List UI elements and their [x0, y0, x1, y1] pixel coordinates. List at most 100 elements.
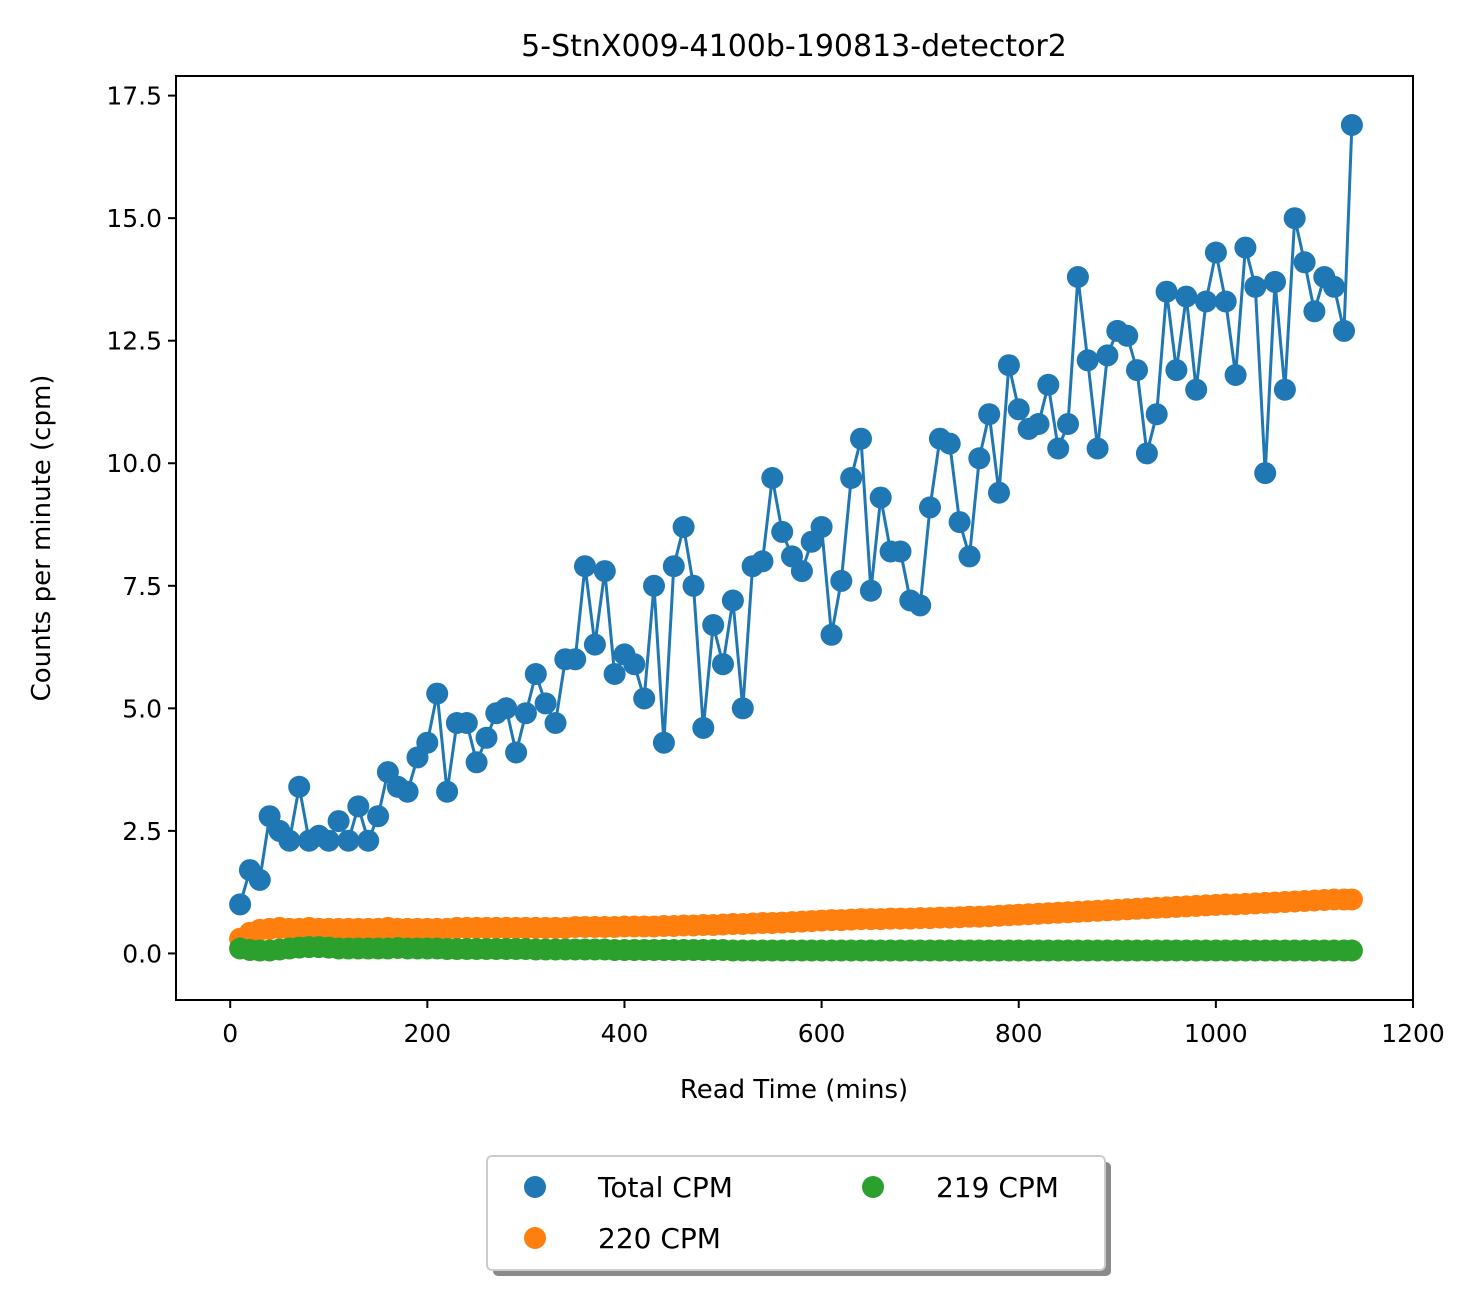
- data-point-total-cpm: [593, 560, 616, 583]
- data-point-total-cpm: [850, 427, 872, 450]
- data-point-total-cpm: [1254, 462, 1277, 485]
- data-point-total-cpm: [1037, 373, 1060, 396]
- y-tick-label: 2.5: [122, 817, 162, 846]
- data-point-219-cpm: [1340, 939, 1363, 962]
- y-tick-label: 10.0: [106, 449, 162, 478]
- y-tick-label: 7.5: [122, 572, 162, 601]
- y-tick-label: 15.0: [106, 204, 162, 233]
- data-point-total-cpm: [731, 697, 754, 720]
- data-point-total-cpm: [1047, 437, 1070, 460]
- x-tick-label: 800: [995, 1019, 1043, 1048]
- data-point-total-cpm: [288, 775, 311, 798]
- data-point-total-cpm: [534, 692, 557, 715]
- data-point-total-cpm: [1185, 378, 1208, 401]
- data-point-total-cpm: [524, 663, 547, 685]
- data-point-total-cpm: [988, 481, 1010, 504]
- x-tick-label: 1200: [1381, 1019, 1445, 1048]
- data-point-total-cpm: [820, 623, 843, 646]
- x-tick-label: 1000: [1184, 1019, 1248, 1048]
- data-point-total-cpm: [889, 540, 912, 563]
- data-point-total-cpm: [514, 702, 537, 725]
- data-point-total-cpm: [692, 716, 715, 739]
- data-point-total-cpm: [1195, 290, 1217, 313]
- data-point-total-cpm: [1165, 359, 1188, 382]
- x-tick-label: 200: [403, 1019, 451, 1048]
- data-point-total-cpm: [1303, 300, 1326, 323]
- data-point-total-cpm: [229, 893, 252, 916]
- legend: Total CPM 219 CPM 220 CPM: [486, 1155, 1111, 1276]
- data-point-total-cpm: [1333, 319, 1355, 342]
- data-point-total-cpm: [347, 795, 370, 818]
- data-point-total-cpm: [790, 560, 813, 583]
- data-point-total-cpm: [248, 868, 271, 891]
- data-point-total-cpm: [1066, 266, 1089, 288]
- data-point-total-cpm: [475, 726, 498, 749]
- data-point-total-cpm: [317, 829, 340, 852]
- plot-area: [229, 114, 1363, 962]
- data-point-total-cpm: [278, 829, 301, 852]
- data-point-total-cpm: [1175, 285, 1198, 308]
- data-point-total-cpm: [1234, 236, 1257, 259]
- series-219-cpm: [229, 936, 1363, 962]
- data-point-total-cpm: [1096, 344, 1119, 367]
- data-point-total-cpm: [702, 614, 725, 636]
- data-point-total-cpm: [1135, 442, 1158, 465]
- data-point-total-cpm: [1027, 413, 1050, 435]
- data-point-total-cpm: [1283, 207, 1306, 230]
- data-point-total-cpm: [544, 712, 567, 734]
- y-tick-label: 5.0: [122, 694, 162, 723]
- data-point-total-cpm: [1076, 349, 1099, 372]
- y-axis-label: Counts per minute (cpm): [27, 375, 57, 702]
- data-point-total-cpm: [840, 467, 863, 489]
- data-point-total-cpm: [968, 447, 991, 470]
- legend-box: [486, 1155, 1106, 1271]
- data-point-total-cpm: [830, 569, 853, 592]
- legend-marker-219-cpm: [862, 1176, 884, 1198]
- data-point-total-cpm: [495, 697, 518, 720]
- data-point-total-cpm: [1126, 359, 1148, 382]
- y-tick-label: 12.5: [106, 327, 162, 356]
- data-point-total-cpm: [367, 805, 390, 828]
- data-point-total-cpm: [909, 594, 932, 617]
- data-point-total-cpm: [948, 511, 971, 534]
- data-point-total-cpm: [751, 550, 774, 573]
- data-point-total-cpm: [1057, 413, 1079, 435]
- data-point-total-cpm: [436, 780, 459, 803]
- data-point-total-cpm: [938, 432, 961, 455]
- legend-label-220-cpm: 220 CPM: [598, 1222, 721, 1255]
- data-point-total-cpm: [1224, 364, 1247, 386]
- data-point-total-cpm: [465, 751, 488, 774]
- data-point-total-cpm: [623, 653, 646, 676]
- data-point-total-cpm: [1340, 114, 1363, 136]
- data-point-total-cpm: [1293, 251, 1316, 274]
- data-point-220-cpm: [1340, 888, 1363, 911]
- data-point-total-cpm: [869, 486, 892, 509]
- data-point-total-cpm: [978, 403, 1001, 426]
- data-point-total-cpm: [583, 633, 606, 656]
- data-point-total-cpm: [761, 467, 784, 489]
- legend-label-219-cpm: 219 CPM: [936, 1171, 1059, 1204]
- data-point-total-cpm: [859, 579, 882, 602]
- data-point-total-cpm: [337, 829, 360, 852]
- data-point-total-cpm: [564, 648, 587, 671]
- data-point-total-cpm: [416, 731, 439, 754]
- data-point-total-cpm: [672, 516, 695, 538]
- data-point-total-cpm: [1244, 275, 1267, 298]
- series-total-cpm: [229, 114, 1363, 916]
- data-point-total-cpm: [1007, 398, 1030, 421]
- data-point-total-cpm: [357, 829, 380, 852]
- data-point-total-cpm: [1086, 437, 1109, 460]
- data-point-total-cpm: [426, 682, 449, 705]
- data-point-total-cpm: [1273, 378, 1296, 401]
- x-axis: 0 200 400 600 800 1000 1200: [222, 1000, 1445, 1048]
- data-point-total-cpm: [633, 687, 656, 710]
- legend-marker-total-cpm: [524, 1176, 546, 1198]
- chart-title: 5-StnX009-4100b-190813-detector2: [521, 29, 1067, 64]
- data-point-total-cpm: [396, 780, 419, 803]
- x-axis-label: Read Time (mins): [680, 1075, 908, 1105]
- data-point-total-cpm: [455, 712, 478, 734]
- data-point-total-cpm: [682, 574, 705, 597]
- x-tick-label: 600: [798, 1019, 846, 1048]
- legend-marker-220-cpm: [524, 1227, 546, 1249]
